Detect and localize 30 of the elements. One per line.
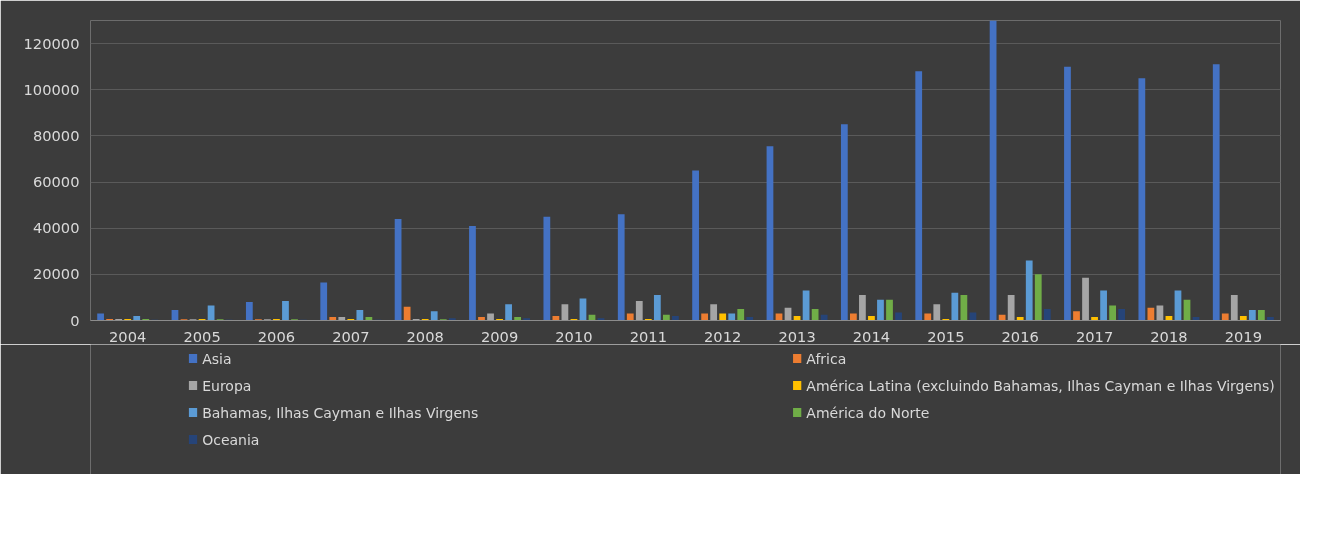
y-tick-label: 0 <box>70 311 80 329</box>
legend-label: Africa <box>806 350 847 367</box>
x-tick-label: 2007 <box>332 327 370 345</box>
y-tick-label: 40000 <box>32 219 80 237</box>
x-tick-label: 2013 <box>778 327 816 345</box>
legend-label: Bahamas, Ilhas Cayman e Ilhas Virgens <box>202 404 479 421</box>
x-tick-label: 2015 <box>927 327 965 345</box>
y-tick-label: 100000 <box>23 80 80 98</box>
x-tick-label: 2009 <box>480 327 519 345</box>
x-tick-label: 2008 <box>406 327 444 345</box>
x-tick-label: 2004 <box>109 327 147 345</box>
x-tick-label: 2016 <box>1001 327 1039 345</box>
legend-label: América Latina (excluindo Bahamas, Ilhas Cayman e Ilhas Virgens) <box>806 377 1275 394</box>
x-tick-label: 2012 <box>704 327 742 345</box>
x-tick-label: 2018 <box>1150 327 1188 345</box>
y-tick-label: 20000 <box>32 265 80 283</box>
legend-label: Europa <box>202 377 252 394</box>
x-tick-label: 2014 <box>852 327 891 345</box>
x-tick-label: 2005 <box>183 327 221 345</box>
x-tick-label: 2010 <box>555 327 593 345</box>
legend-label: Oceania <box>202 431 260 448</box>
x-tick-label: 2019 <box>1224 327 1262 345</box>
legend-label: Asia <box>202 350 232 367</box>
x-tick-label: 2017 <box>1075 327 1114 345</box>
y-tick-label: 80000 <box>32 126 80 144</box>
x-tick-label: 2006 <box>257 327 296 345</box>
y-tick-label: 60000 <box>32 173 80 191</box>
legend-label: América do Norte <box>806 404 930 421</box>
x-tick-label: 2011 <box>629 327 667 345</box>
y-tick-label: 120000 <box>23 34 80 52</box>
